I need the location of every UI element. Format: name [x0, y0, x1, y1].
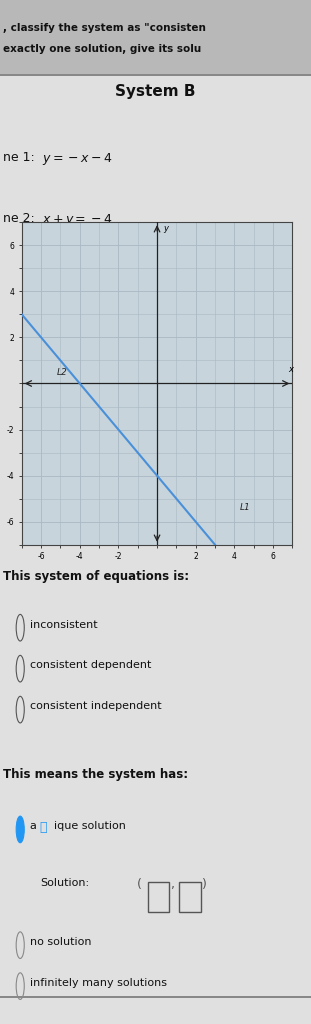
Text: consistent dependent: consistent dependent: [30, 660, 151, 671]
Text: consistent independent: consistent independent: [30, 701, 161, 712]
Text: This system of equations is:: This system of equations is:: [3, 570, 189, 584]
Text: a: a: [30, 821, 40, 831]
Text: This means the system has:: This means the system has:: [3, 768, 188, 781]
Text: , classify the system as "consisten: , classify the system as "consisten: [3, 23, 206, 33]
Bar: [179, 882, 201, 912]
Text: infinitely many solutions: infinitely many solutions: [30, 978, 167, 988]
Text: (: (: [137, 878, 142, 891]
Text: ,: ,: [171, 878, 175, 891]
Text: no solution: no solution: [30, 937, 91, 947]
Text: Ⓖ: Ⓖ: [39, 821, 46, 835]
Text: L2: L2: [57, 369, 67, 378]
Text: exactly one solution, give its solu: exactly one solution, give its solu: [3, 44, 201, 54]
Bar: [0, 996, 311, 998]
Text: y: y: [163, 224, 168, 233]
Text: $x+y=-4$: $x+y=-4$: [42, 212, 112, 228]
Text: ique solution: ique solution: [54, 821, 126, 831]
Text: L1: L1: [240, 503, 251, 512]
Circle shape: [16, 816, 24, 843]
Bar: [0, 0, 311, 74]
Bar: [148, 882, 169, 912]
Text: System B: System B: [115, 84, 196, 99]
Text: ne 1:: ne 1:: [3, 151, 39, 164]
Text: x: x: [289, 365, 294, 374]
Text: Solution:: Solution:: [40, 878, 90, 888]
Bar: [0, 74, 311, 76]
Text: inconsistent: inconsistent: [30, 620, 97, 630]
Text: ): ): [202, 878, 207, 891]
Text: ne 2:: ne 2:: [3, 212, 39, 225]
Text: $y=-x-4$: $y=-x-4$: [42, 151, 112, 167]
